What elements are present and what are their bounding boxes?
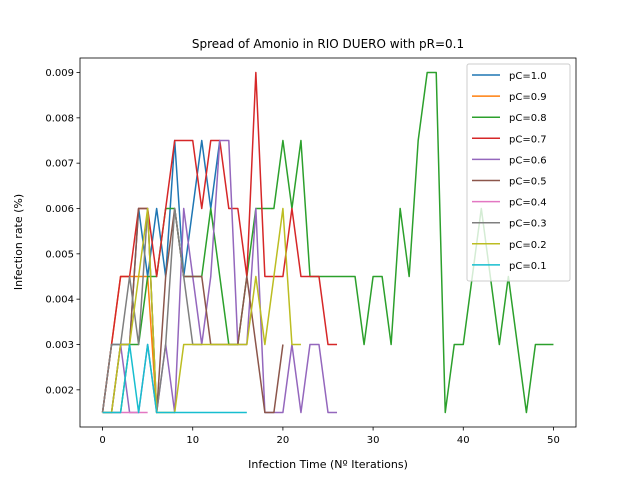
y-tick-label: 0.002 [45, 385, 74, 396]
legend-box [466, 63, 571, 282]
y-tick-label: 0.003 [45, 340, 74, 351]
y-tick-label: 0.005 [45, 249, 74, 260]
legend-label: pC=0.5 [509, 177, 547, 188]
x-tick-label: 20 [277, 435, 290, 446]
legend-label: pC=0.1 [509, 261, 547, 272]
plot-area [101, 71, 554, 414]
y-tick-label: 0.009 [45, 68, 74, 79]
axes: 0 10 20 30 40 50 0.002 0.003 0.004 0.005 0.006 0.00… [45, 68, 559, 446]
x-tick-label: 50 [547, 435, 560, 446]
y-axis-label: Infection rate (%) [12, 194, 25, 290]
legend-label: pC=0.7 [509, 134, 547, 145]
legend-label: pC=0.3 [509, 219, 547, 230]
y-tick-label: 0.006 [45, 204, 74, 215]
x-axis-label: Infection Time (Nº Iterations) [248, 458, 408, 471]
legend-label: pC=0.4 [509, 198, 547, 209]
y-tick-label: 0.007 [45, 159, 74, 170]
legend-label: pC=0.8 [509, 113, 547, 124]
y-tick-label: 0.008 [45, 113, 74, 124]
legend-label: pC=1.0 [509, 71, 547, 82]
chart-title: Spread of Amonio in RIO DUERO with pR=0.… [192, 37, 464, 51]
x-tick-label: 10 [186, 435, 199, 446]
x-tick-label: 30 [367, 435, 380, 446]
legend-label: pC=0.6 [509, 155, 547, 166]
x-tick-label: 0 [99, 435, 105, 446]
series-line-9 [102, 343, 247, 414]
legend: pC=1.0 pC=0.9 pC=0.8 pC=0.7 pC=0.6 pC=0.5 pC=0… [466, 63, 571, 282]
x-tick-label: 40 [457, 435, 470, 446]
legend-label: pC=0.2 [509, 240, 547, 251]
legend-label: pC=0.9 [509, 92, 547, 103]
series-line-8 [102, 207, 301, 414]
axes-frame [79, 57, 577, 428]
y-tick-label: 0.004 [45, 295, 74, 306]
